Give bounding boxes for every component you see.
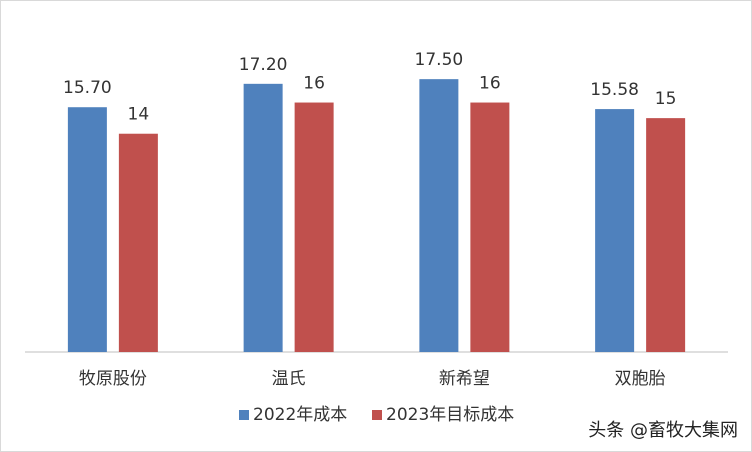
x-tick-label-3: 双胞胎	[615, 369, 666, 389]
legend-swatch-target-2023	[372, 410, 382, 420]
legend-label-target-2023: 2023年目标成本	[386, 405, 514, 425]
bar-cost-2022-3	[595, 109, 635, 352]
bar-target-2023-3	[646, 118, 686, 353]
x-tick-label-0: 牧原股份	[79, 369, 147, 389]
bar-cost-2022-1	[243, 83, 283, 353]
data-label-target-2023-0: 14	[128, 105, 150, 125]
bar-cost-2022-0	[67, 107, 107, 352]
data-label-target-2023-1: 16	[303, 74, 325, 94]
data-label-target-2023-2: 16	[479, 74, 501, 94]
watermark: 头条 @畜牧大集网	[588, 420, 738, 441]
legend-swatch-cost-2022	[239, 410, 249, 420]
bar-target-2023-1	[294, 102, 334, 353]
data-label-cost-2022-3: 15.58	[590, 80, 639, 100]
bar-target-2023-0	[118, 133, 158, 352]
data-label-cost-2022-0: 15.70	[63, 78, 112, 98]
bar-cost-2022-2	[419, 79, 459, 352]
x-tick-label-2: 新希望	[439, 369, 490, 389]
legend-label-cost-2022: 2022年成本	[253, 405, 347, 425]
x-tick-label-1: 温氏	[272, 369, 306, 389]
bar-target-2023-2	[470, 102, 510, 353]
data-label-cost-2022-1: 17.20	[239, 55, 288, 75]
data-label-cost-2022-2: 17.50	[415, 50, 464, 70]
data-label-target-2023-3: 15	[655, 89, 677, 109]
